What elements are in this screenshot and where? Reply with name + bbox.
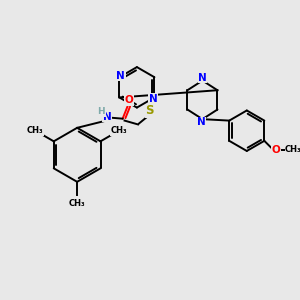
Text: O: O bbox=[125, 95, 134, 105]
Text: CH₃: CH₃ bbox=[27, 126, 44, 135]
Text: O: O bbox=[272, 145, 280, 154]
Text: N: N bbox=[197, 117, 206, 127]
Text: N: N bbox=[198, 73, 207, 83]
Text: H: H bbox=[98, 107, 105, 116]
Text: S: S bbox=[146, 104, 154, 118]
Text: N: N bbox=[116, 71, 125, 81]
Text: CH₃: CH₃ bbox=[285, 145, 300, 154]
Text: N: N bbox=[103, 112, 112, 122]
Text: CH₃: CH₃ bbox=[111, 126, 127, 135]
Text: CH₃: CH₃ bbox=[69, 199, 86, 208]
Text: N: N bbox=[148, 94, 158, 104]
